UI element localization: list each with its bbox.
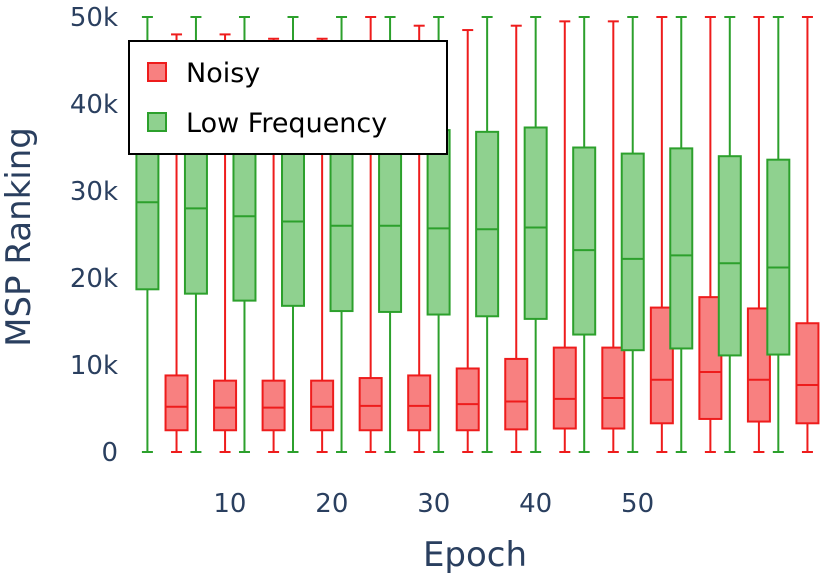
- noisy-box-11: [698, 16, 723, 453]
- noisy-iqr-box: [164, 374, 189, 432]
- x-tick-label: 50: [621, 489, 654, 519]
- low-frequency-iqr-box: [523, 126, 548, 320]
- low-frequency-iqr-box: [620, 152, 645, 352]
- y-tick-label: 40k: [70, 90, 118, 120]
- noisy-iqr-box: [552, 346, 577, 430]
- legend-label-noisy: Noisy: [186, 58, 260, 89]
- noisy-iqr-box: [407, 374, 432, 432]
- low-frequency-iqr-box: [717, 155, 742, 357]
- x-tick-label: 30: [417, 489, 450, 519]
- noisy-iqr-box: [698, 296, 723, 420]
- noisy-iqr-box: [601, 346, 626, 430]
- low-frequency-box-11: [669, 16, 694, 453]
- x-tick-label: 10: [213, 489, 246, 519]
- noisy-iqr-box: [649, 306, 674, 425]
- noisy-iqr-box: [504, 357, 529, 431]
- noisy-box-8: [552, 20, 577, 453]
- noisy-iqr-box: [746, 307, 771, 423]
- noisy-iqr-box: [358, 377, 383, 432]
- y-axis-title: MSP Ranking: [0, 127, 39, 347]
- y-tick-label: 30k: [70, 177, 118, 207]
- low-frequency-iqr-box: [766, 158, 791, 356]
- y-axis-ticks: 0 10k 20k 30k 40k 50k: [70, 3, 118, 468]
- y-tick-label: 20k: [70, 264, 118, 294]
- noisy-iqr-box: [310, 379, 335, 432]
- low-frequency-iqr-box: [426, 129, 451, 316]
- noisy-box-12: [746, 16, 771, 453]
- noisy-box-7: [504, 24, 529, 453]
- low-frequency-box-9: [572, 16, 597, 453]
- noisy-box-9: [601, 20, 626, 453]
- x-axis-title: Epoch: [423, 535, 527, 575]
- low-frequency-box-13: [766, 16, 791, 453]
- low-frequency-iqr-box: [378, 129, 403, 313]
- legend-label-low-frequency: Low Frequency: [186, 108, 387, 139]
- low-frequency-box-7: [475, 16, 500, 453]
- legend-swatch-noisy: [147, 62, 167, 82]
- legend-box: [128, 40, 448, 155]
- x-tick-label: 20: [315, 489, 348, 519]
- y-tick-label: 0: [101, 438, 118, 468]
- y-tick-label: 10k: [70, 351, 118, 381]
- noisy-box-13: [795, 16, 820, 453]
- legend-swatch-low-frequency: [147, 112, 167, 132]
- low-frequency-box-10: [620, 16, 645, 453]
- low-frequency-iqr-box: [669, 147, 694, 350]
- legend: Noisy Low Frequency: [128, 40, 448, 155]
- low-frequency-box-8: [523, 16, 548, 453]
- low-frequency-iqr-box: [475, 130, 500, 318]
- x-axis-ticks: 10 20 30 40 50: [213, 489, 654, 519]
- noisy-box-10: [649, 16, 674, 453]
- low-frequency-iqr-box: [281, 129, 306, 307]
- noisy-iqr-box: [261, 379, 286, 432]
- y-tick-label: 50k: [70, 3, 118, 33]
- low-frequency-iqr-box: [329, 130, 354, 313]
- low-frequency-box-12: [717, 16, 742, 453]
- plot-area: [135, 16, 820, 453]
- noisy-iqr-box: [213, 379, 238, 432]
- low-frequency-iqr-box: [572, 146, 597, 336]
- noisy-box-6: [455, 29, 480, 453]
- x-tick-label: 40: [519, 489, 552, 519]
- noisy-iqr-box: [795, 322, 820, 425]
- noisy-box-1: [213, 33, 238, 453]
- noisy-iqr-box: [455, 367, 480, 432]
